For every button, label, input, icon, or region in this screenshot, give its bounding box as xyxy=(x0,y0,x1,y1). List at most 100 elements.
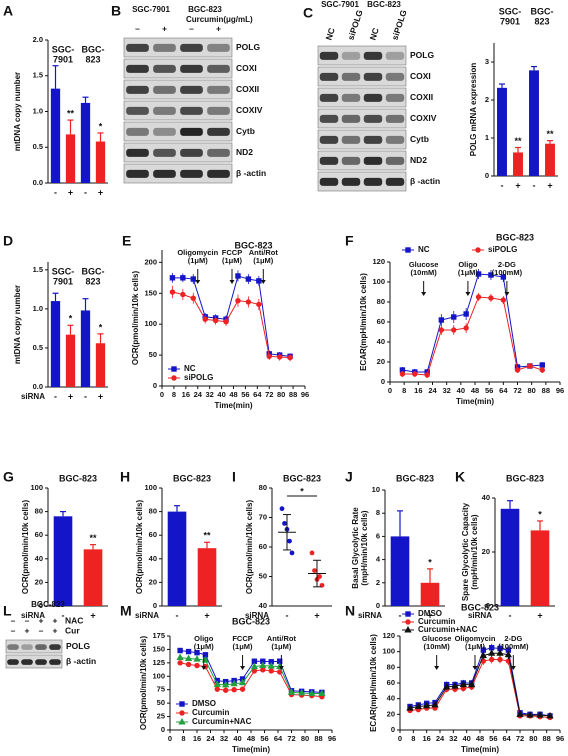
marker xyxy=(176,653,184,660)
y-tick-label: 0 xyxy=(381,377,385,386)
lane-label: + xyxy=(216,23,221,33)
y-tick-label: 40 xyxy=(35,554,43,563)
y-tick-label: 60 xyxy=(377,317,385,326)
y-tick-label: 50 xyxy=(157,698,165,707)
blot-strip xyxy=(5,654,63,669)
lane-label: – xyxy=(135,23,140,33)
blot-band xyxy=(341,177,361,186)
blot-band xyxy=(341,156,361,165)
y-tick-label: 0.5 xyxy=(33,343,43,352)
y-tick-label: 40 xyxy=(482,493,490,502)
marker xyxy=(451,314,457,320)
blot-band xyxy=(385,93,405,102)
annotation: (1μM) xyxy=(271,642,292,651)
marker xyxy=(213,680,221,687)
marker xyxy=(539,362,545,368)
annotation: Glucose xyxy=(409,260,439,269)
marker xyxy=(431,700,439,708)
x-tick-label: 80 xyxy=(301,734,309,743)
bar xyxy=(83,549,103,606)
lane-label: siPOLG xyxy=(346,8,365,41)
group-label: SGC- xyxy=(52,44,75,54)
marker xyxy=(194,649,200,656)
marker xyxy=(488,656,495,663)
blot-band xyxy=(207,106,230,115)
marker xyxy=(287,688,296,695)
y-tick-label: 1.5 xyxy=(33,265,43,274)
annotation: (1μM) xyxy=(222,256,243,265)
marker xyxy=(297,688,306,696)
panel-label: N xyxy=(345,603,355,619)
arrow-head xyxy=(472,666,478,670)
x-tick-label: 0 xyxy=(398,734,402,743)
y-tick-label: 100 xyxy=(144,483,157,492)
legend-marker xyxy=(475,247,481,253)
marker xyxy=(424,372,430,378)
x-tick-label: 16 xyxy=(182,390,190,399)
chart-title: BGC-823 xyxy=(496,232,534,242)
blot-title: BGC-823 xyxy=(31,600,65,609)
x-prefix: siRNA xyxy=(245,611,269,620)
blot-band xyxy=(153,106,176,115)
annotation: Anti/Rot xyxy=(267,634,297,643)
marker xyxy=(180,291,186,298)
significance: * xyxy=(428,557,432,567)
data-point xyxy=(309,550,315,556)
row-label: Cytb xyxy=(236,126,255,136)
x-tick-label: - xyxy=(399,610,402,620)
x-tick-label: 48 xyxy=(229,390,237,399)
y-axis-label: ECAR(mpH/min/10k cells) xyxy=(359,273,368,371)
y-tick-label: 60 xyxy=(149,530,157,539)
legend-marker xyxy=(171,375,177,381)
y-tick-label: 1 xyxy=(485,133,489,142)
blot-band xyxy=(207,85,230,94)
row-label: ND2 xyxy=(236,147,253,157)
x-tick-label: 48 xyxy=(471,386,479,395)
legend-marker xyxy=(405,619,411,625)
blot-strip xyxy=(123,100,233,121)
marker xyxy=(399,371,406,377)
lane-label: + xyxy=(39,615,44,625)
blot-band xyxy=(319,156,339,165)
x-tick-label: 32 xyxy=(442,386,450,395)
y-tick-label: 0.0 xyxy=(33,178,43,187)
x-tick-label: + xyxy=(68,391,73,401)
x-tick-label: - xyxy=(509,610,512,620)
panel-label: C xyxy=(303,5,313,21)
x-tick-label: 96 xyxy=(328,734,336,743)
marker xyxy=(235,297,241,304)
marker xyxy=(223,319,229,325)
y-tick-label: 0 xyxy=(485,171,489,180)
blot-band xyxy=(126,106,149,115)
marker xyxy=(177,647,183,654)
bar xyxy=(50,88,61,183)
x-tick-label: 96 xyxy=(556,386,564,395)
x-tick-label: 0 xyxy=(160,390,164,399)
lane-label: – xyxy=(189,23,194,33)
marker xyxy=(239,686,246,692)
annotation: Oligo xyxy=(194,634,214,643)
blot-band xyxy=(180,85,203,94)
group-label: SGC- xyxy=(499,6,522,16)
marker xyxy=(185,661,192,668)
lane-label: NC xyxy=(368,27,381,42)
blot-band xyxy=(180,148,203,157)
series-line xyxy=(402,296,543,376)
y-tick-label: 20 xyxy=(387,709,395,718)
legend-label: NC xyxy=(184,364,196,373)
bar xyxy=(95,141,106,183)
y-axis-label: OCR(pmol/min/10k cells) xyxy=(135,500,144,595)
x-tick-label: 40 xyxy=(462,734,470,743)
x-tick-label: 72 xyxy=(513,386,521,395)
x-tick-label: - xyxy=(84,187,87,197)
annotation: Oligo xyxy=(458,260,478,269)
blot-band xyxy=(49,644,61,650)
y-tick-label: 40 xyxy=(259,601,267,610)
y-tick-label: 80 xyxy=(377,297,385,306)
marker xyxy=(222,680,230,688)
y-tick-label: 60 xyxy=(387,678,395,687)
legend-label: Curcumin+NAC xyxy=(192,717,252,726)
blot-band xyxy=(126,85,149,94)
marker xyxy=(497,656,503,663)
x-tick-label: 16 xyxy=(193,734,201,743)
